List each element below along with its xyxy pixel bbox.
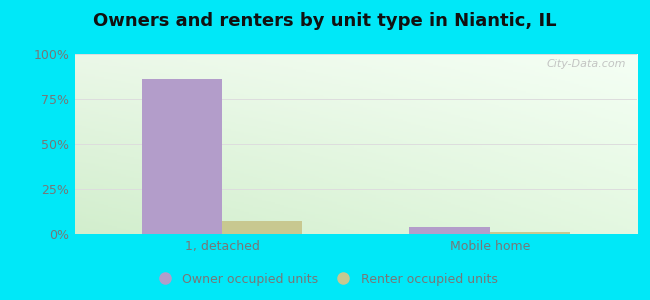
Text: City-Data.com: City-Data.com	[546, 59, 626, 69]
Legend: Owner occupied units, Renter occupied units: Owner occupied units, Renter occupied un…	[148, 268, 502, 291]
Text: Owners and renters by unit type in Niantic, IL: Owners and renters by unit type in Niant…	[93, 12, 557, 30]
Bar	[142, 79, 222, 234]
Bar	[222, 221, 302, 234]
Bar	[489, 232, 570, 234]
Bar	[410, 227, 489, 234]
